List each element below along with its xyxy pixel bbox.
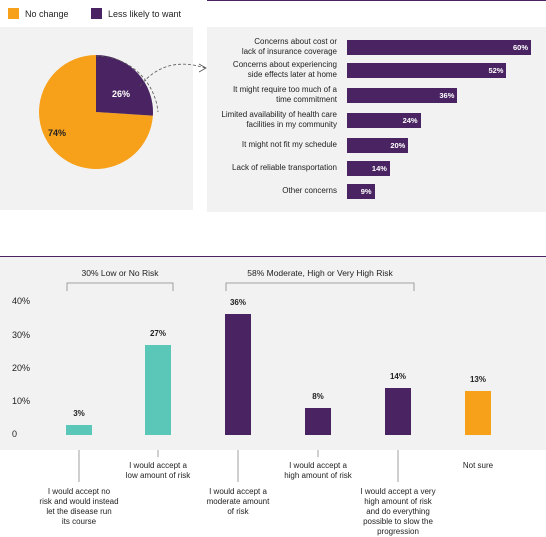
pie-value-label-1: 26% [112,89,131,99]
vbar-bar [305,408,331,435]
hbar-category-label: Other concerns [282,186,337,195]
hbar-bar: 20% [347,138,409,153]
vbar-bar [465,391,491,435]
pie-slice-no-change [39,55,153,170]
vbar-value-label: 8% [312,392,324,402]
hbar-value-label: 36% [439,91,455,100]
hbar-value-label: 9% [360,187,372,196]
y-tick-label: 10% [12,396,31,406]
risk-panel [0,256,546,450]
y-tick-label: 20% [12,363,31,373]
vbar-value-label: 36% [229,298,246,308]
hbar-value-label: 60% [512,43,528,52]
group-label-moderate-high-risk: 58% Moderate, High or Very High Risk [247,268,393,278]
pie-value-label-0: 74% [48,128,67,138]
hbar-bar: 52% [347,63,507,78]
hbar-value-label: 14% [371,164,387,173]
legend-swatch-purple [91,8,102,19]
y-tick-label: 30% [12,330,31,340]
vbar-bar [225,314,251,435]
connector-arrow [139,63,206,87]
group-label-low-risk: 30% Low or No Risk [81,268,159,278]
vbar-value-label: 27% [149,328,166,338]
legend-item-no-change: No change [8,8,69,19]
connector-arrowhead [198,63,207,73]
vbar-value-label: 14% [389,372,406,382]
legend-swatch-orange [8,8,19,19]
bracket-low-risk [66,282,174,291]
hbar-category-label: It might not fit my schedule [241,140,337,149]
y-tick-label: 40% [12,296,31,306]
legend-item-less-likely: Less likely to want [91,8,181,19]
hbar-category-label: Concerns about experiencing side effects … [232,60,337,79]
bracket-moderate-high-risk [225,282,415,291]
hbar-bar: 60% [347,40,531,55]
y-tick-label: 0 [12,429,18,439]
pie-slice-less-likely [96,55,153,116]
vbar-category-label: I would accept a low amount of risk [125,461,191,480]
vbar-category-label: I would accept a moderate amount of risk [206,487,270,516]
vbar-bar [66,424,92,435]
hbar-value-label: 24% [402,116,418,125]
bar-panel [207,0,546,212]
hbar-value-label: 20% [390,141,406,150]
bar-panel-topline [207,0,546,1]
hbar-bar: 9% [347,184,375,199]
legend-label: No change [25,8,69,19]
vbar-bar [145,344,171,435]
hbar-category-label: Lack of reliable transportation [232,163,337,172]
vbar-category-label: I would accept a high amount of risk [284,461,352,480]
vbar-category-label: Not sure [462,461,494,470]
vbar-bar [385,388,411,435]
hbar-bar: 36% [347,88,458,103]
hbar-category-label: Concerns about cost or lack of insurance … [241,37,337,56]
vbar-category-label: I would accept a very high amount of risk… [360,487,436,536]
vbar-category-label: I would accept no risk and would instead l… [39,487,119,526]
hbar-category-label: It might require too much of a time commi… [232,85,337,104]
hbar-bar: 24% [347,113,421,128]
vbar-value-label: 13% [469,375,486,385]
vbar-value-label: 3% [73,408,85,418]
risk-panel-topline [0,256,546,257]
explode-arc [95,55,159,113]
legend-label: Less likely to want [108,8,182,19]
bar-panel-band [207,1,546,27]
hbar-category-label: Limited availability of health care facil… [221,110,337,129]
hbar-bar: 14% [347,161,390,176]
hbar-value-label: 52% [488,66,504,75]
